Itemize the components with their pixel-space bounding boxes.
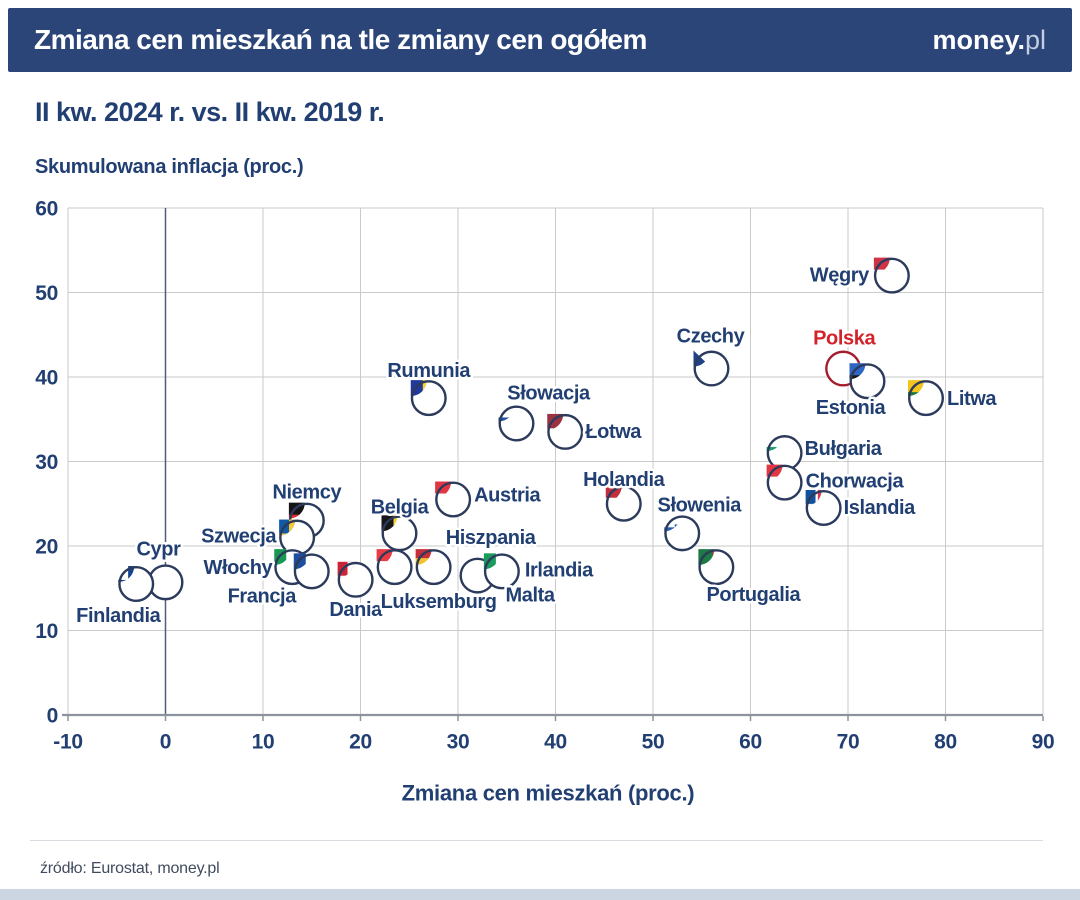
marker-malta	[459, 557, 496, 594]
scatter-plot-area: -10 0 10 20 30 40 50 60 70 80 90 0 10 20 30 40 50 60 Zmian…	[0, 185, 1080, 820]
label-lotwa: Łotwa	[585, 421, 642, 443]
x-tick-label: -10	[53, 731, 82, 754]
moneypl-logo-light: pl	[1024, 24, 1046, 55]
x-tick-label: 50	[642, 731, 665, 754]
y-axis-title: Skumulowana inflacja (proc.)	[35, 156, 304, 178]
marker-portugalia	[698, 549, 735, 586]
y-tick-label: 30	[35, 451, 58, 474]
label-rumunia: Rumunia	[387, 360, 471, 382]
marker-hiszpania	[415, 549, 452, 586]
label-estonia: Estonia	[816, 397, 887, 419]
tick-labels: -10 0 10 20 30 40 50 60 70 80 90 0 10 20 30 40 50 60	[35, 198, 1054, 754]
y-tick-label: 50	[35, 282, 58, 305]
label-chorwacja: Chorwacja	[806, 471, 905, 493]
marker-estonia	[849, 363, 886, 400]
marker-rumunia	[410, 380, 447, 417]
scatter-plot: -10 0 10 20 30 40 50 60 70 80 90 0 10 20 30 40 50 60 Zmian…	[35, 198, 1054, 806]
y-tick-label: 20	[35, 536, 58, 559]
marker-litwa	[908, 380, 944, 417]
label-slowenia: Słowenia	[658, 494, 743, 516]
marker-bulgaria	[766, 435, 803, 472]
gridlines	[67, 207, 1044, 716]
marker-austria	[435, 481, 472, 518]
marker-finlandia	[118, 566, 155, 603]
moneypl-logo-bold: money.	[932, 24, 1025, 55]
label-szwecja: Szwecja	[201, 526, 277, 548]
label-francja: Francja	[228, 585, 298, 607]
page-title: Zmiana cen mieszkań na tle zmiany cen og…	[34, 24, 647, 55]
chart-subtitle: II kw. 2024 r. vs. II kw. 2019 r.	[35, 97, 385, 127]
x-tick-label: 70	[837, 731, 860, 754]
bottom-strip	[0, 889, 1080, 900]
label-belgia: Belgia	[371, 496, 430, 518]
footer-divider	[30, 840, 1043, 841]
marker-szwecja	[279, 519, 316, 556]
header-bar: Zmiana cen mieszkań na tle zmiany cen og…	[8, 8, 1072, 72]
label-irlandia: Irlandia	[525, 559, 594, 581]
marker-czechy	[693, 350, 730, 387]
marker-francja	[293, 553, 330, 590]
marker-wegry	[873, 257, 910, 294]
label-niemcy: Niemcy	[272, 482, 342, 504]
marker-slowenia	[664, 515, 701, 552]
marker-dania	[337, 561, 374, 598]
label-austria: Austria	[474, 485, 541, 507]
data-points	[118, 257, 944, 603]
label-slowacja: Słowacja	[507, 382, 591, 404]
country-labels: Niemcy Szwecja Włochy Francja Cypr Finlandia D…	[74, 262, 1001, 629]
marker-islandia	[805, 489, 842, 526]
y-tick-label: 40	[35, 367, 58, 390]
marker-irlandia	[483, 553, 520, 590]
x-tick-label: 30	[447, 731, 470, 754]
label-dania: Dania	[329, 599, 383, 621]
marker-luksemburg	[376, 549, 413, 586]
marker-lotwa	[547, 413, 584, 450]
x-tick-label: 60	[739, 731, 762, 754]
label-czechy: Czechy	[677, 326, 746, 348]
x-tick-label: 10	[252, 731, 275, 754]
marker-slowacja	[498, 405, 535, 442]
label-wegry: Węgry	[810, 265, 870, 287]
x-axis-title: Zmiana cen mieszkań (proc.)	[402, 781, 695, 806]
label-bulgaria: Bułgaria	[805, 438, 883, 460]
y-tick-label: 10	[35, 620, 58, 643]
moneypl-logo: money.pl	[932, 25, 1046, 56]
label-malta: Malta	[506, 585, 556, 607]
label-finlandia: Finlandia	[76, 605, 161, 627]
y-tick-label: 60	[35, 198, 58, 221]
label-polska: Polska	[813, 328, 876, 350]
marker-holandia	[605, 485, 642, 522]
x-tick-label: 40	[544, 731, 567, 754]
y-tick-label: 0	[47, 705, 58, 728]
label-islandia: Islandia	[844, 497, 917, 519]
label-holandia: Holandia	[583, 469, 666, 491]
label-wlochy: Włochy	[204, 557, 274, 579]
marker-chorwacja	[766, 464, 803, 501]
x-tick-label: 0	[160, 731, 171, 754]
x-axis	[62, 713, 1044, 721]
label-cypr: Cypr	[137, 538, 182, 560]
label-portugalia: Portugalia	[706, 584, 801, 606]
x-tick-label: 20	[349, 731, 372, 754]
x-tick-label: 80	[934, 731, 957, 754]
source-note: źródło: Eurostat, money.pl	[40, 860, 220, 877]
label-litwa: Litwa	[947, 388, 997, 410]
marker-cypr	[147, 564, 184, 601]
label-luksemburg: Luksemburg	[381, 591, 497, 613]
label-hiszpania: Hiszpania	[446, 527, 537, 549]
x-tick-label: 90	[1032, 731, 1055, 754]
